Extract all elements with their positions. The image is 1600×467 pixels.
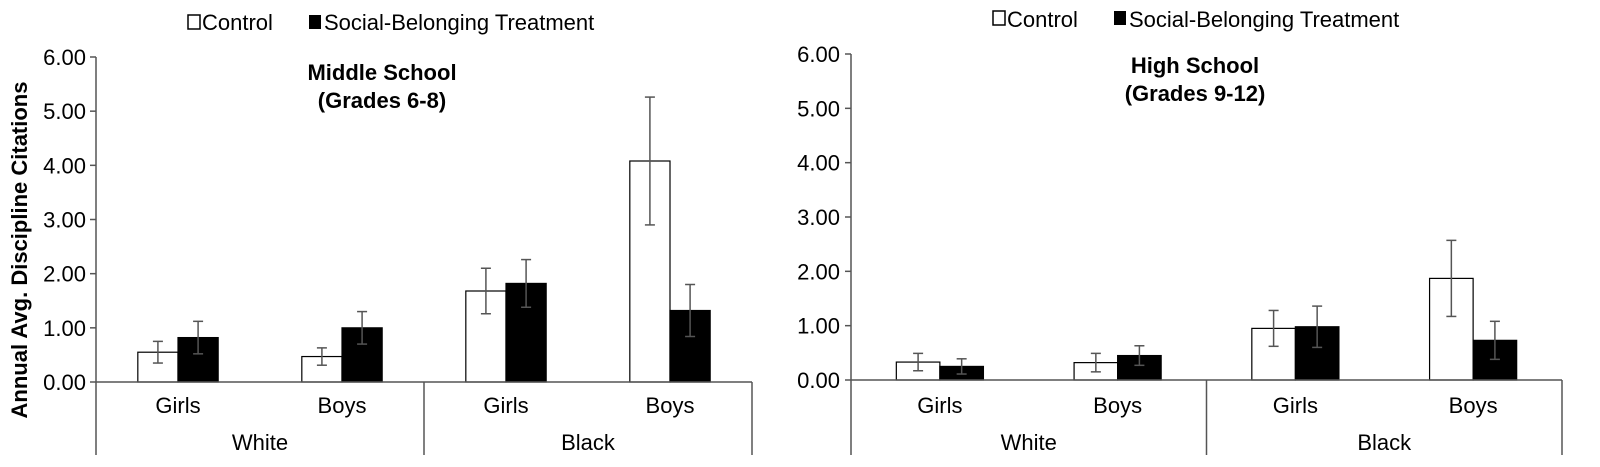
category-labels: Girls Boys Girls Boys White Black [155, 393, 694, 455]
legend-right: Control Social-Belonging Treatment [992, 7, 1399, 32]
chart-title-line1: High School [1131, 53, 1259, 78]
category-label: Girls [917, 393, 962, 418]
category-label: Boys [318, 393, 367, 418]
y-tick-label: 1.00 [43, 316, 86, 341]
y-tick-label: 0.00 [43, 370, 86, 395]
y-tick-label: 6.00 [797, 42, 840, 67]
legend-control-swatch [187, 14, 201, 30]
legend-treatment-swatch [309, 15, 321, 29]
category-label: Girls [155, 393, 200, 418]
y-tick-label: 5.00 [797, 96, 840, 121]
chart-middle-school: Middle School (Grades 6-8) 0.00 1.00 2.00 3… [43, 45, 753, 455]
category-labels: Girls Boys Girls Boys White Black [917, 393, 1497, 455]
bars [137, 96, 711, 383]
y-tick-labels: 0.00 1.00 2.00 3.00 4.00 5.00 6.00 [43, 45, 86, 395]
category-label: Boys [646, 393, 695, 418]
legend-treatment-swatch [1114, 11, 1126, 25]
chart-title-line2: (Grades 6-8) [318, 88, 446, 113]
group-label: Black [1357, 430, 1412, 455]
axes [90, 56, 753, 455]
category-label: Girls [483, 393, 528, 418]
legend-treatment-label: Social-Belonging Treatment [1129, 7, 1399, 32]
y-tick-label: 0.00 [797, 368, 840, 393]
y-tick-label: 2.00 [43, 262, 86, 287]
chart-title-line1: Middle School [307, 60, 456, 85]
y-tick-label: 3.00 [43, 208, 86, 233]
group-label: White [232, 430, 288, 455]
legend-control-label: Control [1007, 7, 1078, 32]
y-tick-label: 2.00 [797, 259, 840, 284]
axes [845, 53, 1563, 455]
chart-high-school: High School (Grades 9-12) 0.00 1.00 2.00 3.… [797, 42, 1563, 455]
group-label: Black [561, 430, 616, 455]
legend-control-label: Control [202, 10, 273, 35]
y-tick-label: 4.00 [43, 153, 86, 178]
bars [895, 239, 1518, 381]
category-label: Girls [1273, 393, 1318, 418]
y-tick-label: 3.00 [797, 205, 840, 230]
chart-title-line2: (Grades 9-12) [1125, 81, 1266, 106]
y-tick-label: 1.00 [797, 314, 840, 339]
category-label: Boys [1449, 393, 1498, 418]
legend-control-swatch [992, 10, 1006, 26]
y-tick-label: 5.00 [43, 99, 86, 124]
y-tick-label: 4.00 [797, 151, 840, 176]
y-tick-labels: 0.00 1.00 2.00 3.00 4.00 5.00 6.00 [797, 42, 840, 393]
legend-left: Control Social-Belonging Treatment [187, 10, 594, 35]
legend-treatment-label: Social-Belonging Treatment [324, 10, 594, 35]
category-label: Boys [1093, 393, 1142, 418]
group-label: White [1001, 430, 1057, 455]
y-axis-label: Annual Avg. Discipline Citations [7, 82, 32, 419]
y-tick-label: 6.00 [43, 45, 86, 70]
